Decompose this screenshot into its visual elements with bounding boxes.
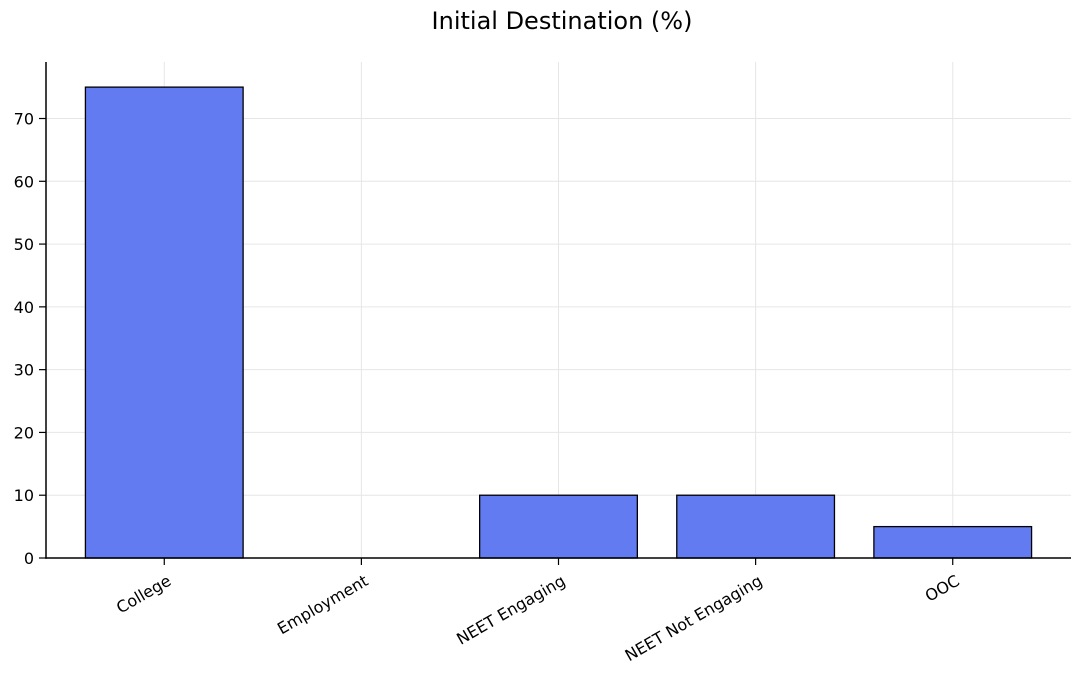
y-tick-label: 70	[14, 110, 34, 129]
y-tick-label: 50	[14, 235, 34, 254]
x-tick-label: NEET Not Engaging	[622, 571, 766, 665]
x-tick-label: NEET Engaging	[453, 571, 568, 649]
bar-layer	[84, 86, 1033, 559]
y-tick-label: 10	[14, 486, 34, 505]
x-tick-label: Employment	[274, 571, 371, 638]
y-tick-label: 0	[24, 549, 34, 568]
bar-neet-not-engaging	[676, 494, 836, 559]
bar-college	[84, 86, 244, 559]
y-tick-label: 60	[14, 172, 34, 191]
bar-neet-engaging	[479, 494, 638, 559]
y-tick-label: 20	[14, 423, 34, 442]
y-axis-ticks: 0 10 20 30 40 50 60 70	[14, 110, 46, 568]
y-tick-label: 30	[14, 361, 34, 380]
chart-title: Initial Destination (%)	[432, 7, 693, 35]
x-tick-label: College	[113, 571, 174, 617]
bar-ooc	[873, 525, 1033, 559]
y-tick-label: 40	[14, 298, 34, 317]
x-axis-ticks: College Employment NEET Engaging NEET Not E…	[113, 558, 963, 665]
x-tick-label: OOC	[922, 571, 963, 606]
